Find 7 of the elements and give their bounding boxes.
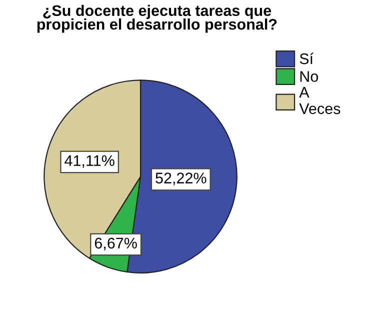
legend-label: Sí — [300, 52, 314, 64]
chart-title: ¿Su docente ejecuta tareas que propicien el desarrollo personal? — [37, 4, 277, 33]
data-label: 41,11% — [64, 155, 114, 168]
legend-label: No — [300, 71, 318, 82]
legend-label: A Veces — [299, 86, 340, 114]
data-label: 6,67% — [94, 238, 137, 250]
data-label: 52,22% — [156, 172, 206, 186]
